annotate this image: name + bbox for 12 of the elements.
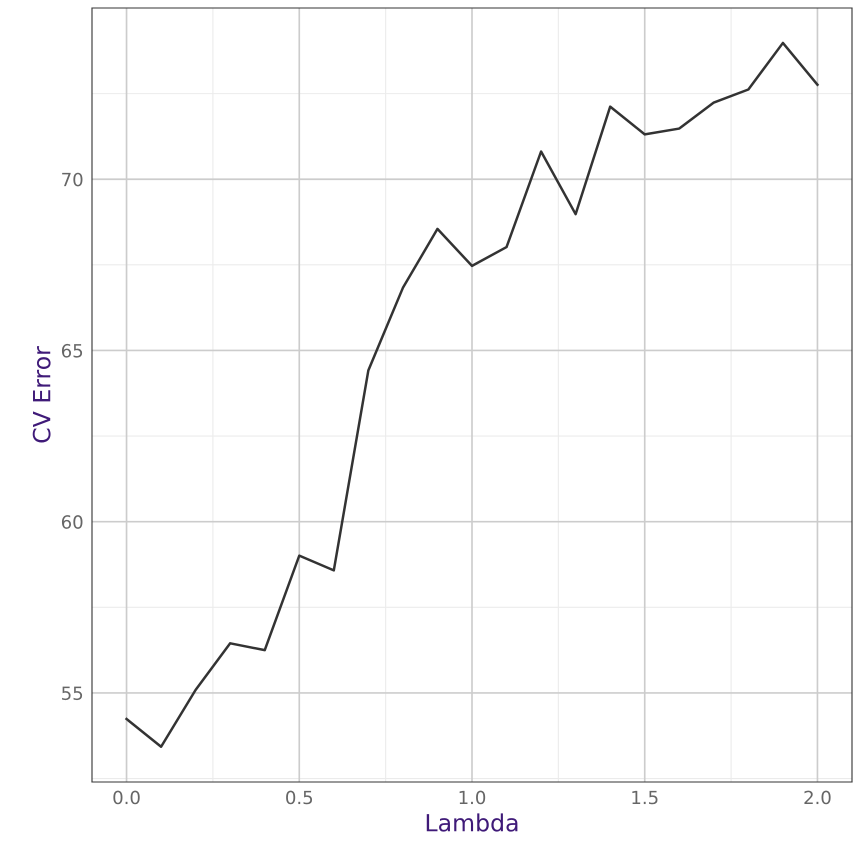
y-tick-label: 60 (62, 515, 82, 529)
line-series (125, 42, 819, 748)
x-tick-label: 0.0 (113, 790, 140, 804)
x-tick-label: 1.5 (632, 790, 658, 804)
x-axis-title: Lambda (426, 813, 518, 832)
y-tick-label: 55 (62, 686, 82, 700)
x-tick-label: 0.5 (286, 790, 312, 804)
x-tick-label: 2.0 (804, 790, 831, 804)
y-tick-label: 70 (62, 172, 82, 186)
y-axis-title: CV Error (32, 346, 51, 443)
x-tick-label: 1.0 (460, 790, 486, 804)
y-tick-label: 65 (62, 344, 82, 358)
